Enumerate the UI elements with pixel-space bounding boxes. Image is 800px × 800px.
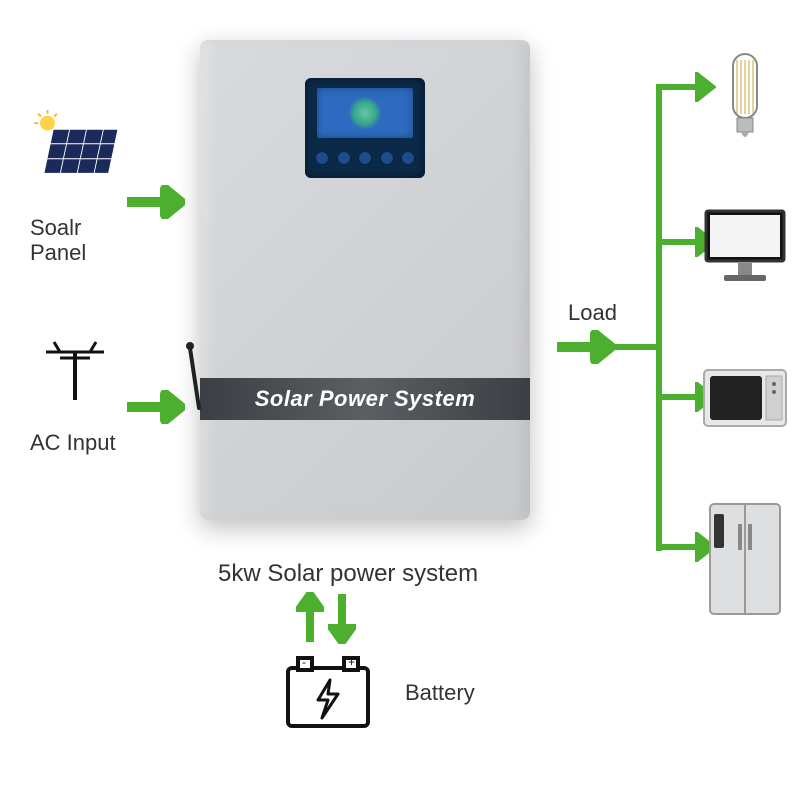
arrow-solar-in xyxy=(125,185,185,224)
inverter-unit: Solar Power System xyxy=(200,40,530,520)
band-text: Solar Power System xyxy=(255,386,476,412)
load-trunk xyxy=(656,85,662,551)
solar-panel-label: Soalr Panel xyxy=(30,215,120,266)
solar-panel-icon xyxy=(30,110,125,185)
svg-text:-: - xyxy=(302,655,306,669)
battery-label: Battery xyxy=(405,680,475,706)
fridge-icon xyxy=(700,500,790,620)
ac-input-icon xyxy=(40,334,110,404)
antenna-icon xyxy=(186,340,204,410)
arrow-battery-down xyxy=(328,592,356,649)
microwave-icon xyxy=(700,360,790,440)
inverter-band: Solar Power System xyxy=(200,378,530,420)
svg-text:+: + xyxy=(348,655,355,669)
inverter-control-panel xyxy=(305,78,425,178)
arrow-load-out xyxy=(555,330,615,369)
battery-icon: -+ xyxy=(278,648,378,738)
bulb-icon xyxy=(715,50,775,150)
load-label: Load xyxy=(568,300,617,326)
inverter-screen xyxy=(317,88,413,138)
inverter-buttons xyxy=(315,146,415,170)
arrow-battery-up xyxy=(296,592,324,649)
system-title: 5kw Solar power system xyxy=(218,560,478,588)
diagram-canvas: Solar Power System Soalr Panel AC I xyxy=(0,0,800,800)
monitor-icon xyxy=(700,205,790,290)
ac-input-label: AC Input xyxy=(30,430,116,456)
arrow-ac-in xyxy=(125,390,185,429)
branch-bulb xyxy=(656,72,716,107)
load-trunk-join xyxy=(612,344,656,350)
